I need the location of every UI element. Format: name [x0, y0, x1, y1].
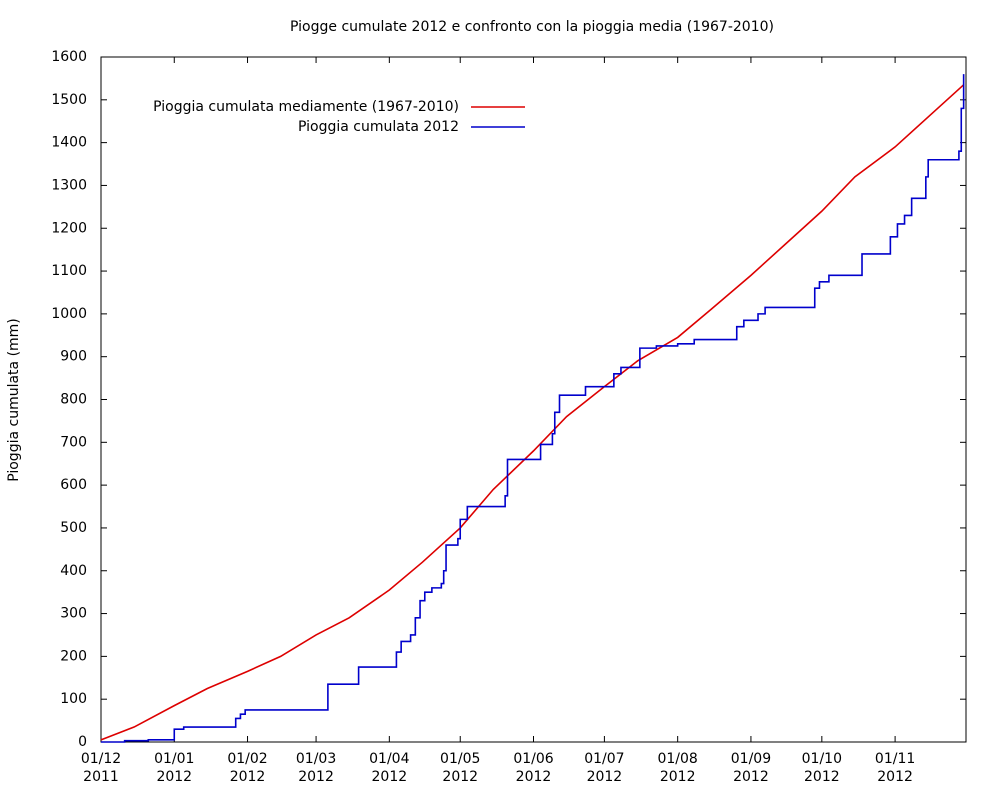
x-tick-label: 01/06 — [513, 751, 553, 767]
x-tick-label: 01/03 — [296, 751, 336, 767]
x-tick-label: 01/05 — [440, 751, 480, 767]
x-tick-label: 2012 — [733, 769, 769, 785]
y-tick-label: 500 — [60, 520, 87, 536]
y-tick-label: 1100 — [51, 263, 87, 279]
x-tick-label: 2012 — [877, 769, 913, 785]
series-line — [101, 74, 965, 743]
x-tick-label: 2012 — [298, 769, 334, 785]
y-tick-label: 400 — [60, 563, 87, 579]
series-line — [100, 84, 965, 741]
x-tick-label: 2012 — [804, 769, 840, 785]
x-tick-label: 2012 — [587, 769, 623, 785]
x-tick-label: 01/07 — [584, 751, 624, 767]
y-tick-label: 900 — [60, 349, 87, 365]
y-tick-label: 1600 — [51, 49, 87, 65]
x-tick-label: 2012 — [660, 769, 696, 785]
y-tick-label: 1500 — [51, 92, 87, 108]
legend-label: Pioggia cumulata 2012 — [298, 119, 459, 135]
x-tick-label: 2011 — [83, 769, 119, 785]
y-tick-label: 0 — [78, 734, 87, 750]
y-tick-label: 200 — [60, 648, 87, 664]
y-tick-label: 700 — [60, 434, 87, 450]
y-tick-label: 1200 — [51, 220, 87, 236]
y-tick-label: 800 — [60, 392, 87, 408]
y-tick-label: 1400 — [51, 135, 87, 151]
plot-frame — [100, 56, 967, 743]
x-tick-label: 01/04 — [369, 751, 409, 767]
x-tick-label: 2012 — [230, 769, 266, 785]
chart-title: Piogge cumulate 2012 e confronto con la … — [290, 19, 774, 35]
y-tick-label: 300 — [60, 606, 87, 622]
y-tick-label: 600 — [60, 477, 87, 493]
x-tick-label: 01/10 — [802, 751, 842, 767]
x-tick-label: 01/08 — [657, 751, 697, 767]
x-tick-label: 2012 — [372, 769, 408, 785]
x-tick-label: 2012 — [516, 769, 552, 785]
x-tick-label: 01/09 — [731, 751, 771, 767]
legend-label: Pioggia cumulata mediamente (1967-2010) — [153, 99, 459, 115]
x-tick-label: 01/11 — [875, 751, 915, 767]
x-tick-label: 2012 — [156, 769, 192, 785]
x-tick-label: 2012 — [442, 769, 478, 785]
y-tick-label: 1000 — [51, 306, 87, 322]
x-tick-label: 01/02 — [227, 751, 267, 767]
y-tick-label: 1300 — [51, 177, 87, 193]
y-tick-label: 100 — [60, 691, 87, 707]
x-tick-label: 01/01 — [154, 751, 194, 767]
x-tick-label: 01/12 — [81, 751, 121, 767]
y-axis-label: Pioggia cumulata (mm) — [6, 318, 22, 482]
